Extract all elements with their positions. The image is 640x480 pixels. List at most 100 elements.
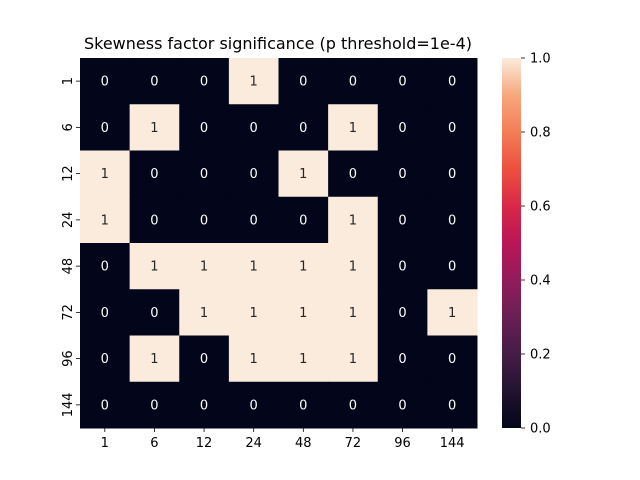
y-tick-label: 24 bbox=[61, 212, 76, 229]
heatmap-cell bbox=[328, 335, 379, 383]
cell-value-label: 0 bbox=[200, 121, 208, 136]
heatmap-cell bbox=[278, 289, 329, 336]
heatmap-cell bbox=[80, 58, 131, 105]
heatmap-cell bbox=[278, 150, 329, 198]
cell-value-label: 0 bbox=[101, 306, 109, 321]
colorbar-tick-label: 0.0 bbox=[530, 422, 551, 437]
cell-value-label: 1 bbox=[250, 306, 258, 321]
cell-value-label: 1 bbox=[299, 167, 307, 182]
colorbar-tick-label: 0.6 bbox=[530, 200, 551, 215]
heatmap-cell bbox=[228, 104, 279, 151]
x-tick-label: 144 bbox=[440, 436, 465, 451]
heatmap-cell bbox=[179, 381, 230, 429]
y-tick-label: 12 bbox=[61, 165, 76, 182]
cell-value-label: 0 bbox=[448, 213, 456, 228]
heatmap-cell bbox=[328, 243, 379, 290]
heatmap-cell bbox=[427, 243, 478, 290]
heatmap-cell bbox=[179, 196, 230, 244]
heatmap-cell bbox=[377, 243, 428, 290]
heatmap-cell bbox=[377, 196, 428, 244]
cell-value-label: 0 bbox=[101, 352, 109, 367]
cell-value-label: 0 bbox=[250, 121, 258, 136]
x-tick-label: 1 bbox=[101, 436, 109, 451]
cell-value-label: 0 bbox=[349, 398, 357, 413]
cell-value-label: 1 bbox=[200, 260, 208, 275]
heatmap-cell bbox=[179, 150, 230, 198]
cell-value-label: 0 bbox=[250, 398, 258, 413]
cell-value-label: 1 bbox=[250, 352, 258, 367]
cell-value-label: 0 bbox=[200, 352, 208, 367]
cell-value-label: 1 bbox=[349, 213, 357, 228]
colorbar-tick-label: 0.4 bbox=[530, 274, 551, 289]
cell-value-label: 0 bbox=[448, 75, 456, 90]
cell-value-label: 1 bbox=[299, 352, 307, 367]
cell-value-label: 1 bbox=[349, 260, 357, 275]
heatmap-cell bbox=[427, 150, 478, 198]
cell-value-label: 0 bbox=[150, 306, 158, 321]
heatmap-cell bbox=[377, 104, 428, 151]
heatmap-cell bbox=[377, 58, 428, 105]
heatmap-cell bbox=[427, 381, 478, 429]
colorbar-tick-label: 0.2 bbox=[530, 348, 551, 363]
cell-value-label: 1 bbox=[448, 306, 456, 321]
heatmap-cell bbox=[427, 58, 478, 105]
cell-value-label: 0 bbox=[448, 121, 456, 136]
y-axis: 1 6 12 24 48 72 96 144 bbox=[61, 77, 80, 417]
heatmap-cell bbox=[427, 335, 478, 383]
cell-value-label: 0 bbox=[101, 121, 109, 136]
cell-value-label: 0 bbox=[299, 121, 307, 136]
heatmap-cell bbox=[278, 243, 329, 290]
y-tick-label: 1 bbox=[61, 77, 76, 85]
heatmap-cell bbox=[179, 104, 230, 151]
cell-value-label: 0 bbox=[398, 398, 406, 413]
cell-value-label: 1 bbox=[250, 260, 258, 275]
heatmap-cell bbox=[129, 104, 180, 151]
cell-value-label: 1 bbox=[299, 260, 307, 275]
heatmap-cell bbox=[228, 58, 279, 105]
x-tick-label: 24 bbox=[245, 436, 262, 451]
cell-value-label: 1 bbox=[349, 352, 357, 367]
cell-value-label: 0 bbox=[448, 167, 456, 182]
cell-value-label: 1 bbox=[349, 121, 357, 136]
cell-value-label: 0 bbox=[299, 75, 307, 90]
cell-value-label: 1 bbox=[150, 260, 158, 275]
cell-value-label: 0 bbox=[398, 121, 406, 136]
cell-value-label: 0 bbox=[101, 260, 109, 275]
colorbar-tick-label: 0.8 bbox=[530, 126, 551, 141]
heatmap-cell bbox=[278, 196, 329, 244]
heatmap-cell bbox=[179, 243, 230, 290]
x-tick-label: 72 bbox=[345, 436, 362, 451]
heatmap-cell bbox=[179, 58, 230, 105]
heatmap-cell bbox=[80, 289, 131, 336]
cell-value-label: 0 bbox=[101, 398, 109, 413]
colorbar-tick-label: 1.0 bbox=[530, 52, 551, 67]
heatmap-cell bbox=[228, 289, 279, 336]
heatmap-cell bbox=[129, 381, 180, 429]
heatmap-cell bbox=[228, 150, 279, 198]
x-tick-label: 12 bbox=[196, 436, 213, 451]
heatmap-cell bbox=[228, 243, 279, 290]
cell-value-label: 0 bbox=[250, 213, 258, 228]
x-tick-label: 96 bbox=[394, 436, 411, 451]
heatmap-cell bbox=[427, 196, 478, 244]
cell-value-label: 0 bbox=[448, 398, 456, 413]
cell-value-label: 1 bbox=[349, 306, 357, 321]
heatmap-cell bbox=[179, 289, 230, 336]
cell-value-label: 0 bbox=[398, 352, 406, 367]
heatmap-cell bbox=[129, 335, 180, 383]
cell-value-label: 0 bbox=[150, 75, 158, 90]
heatmap-cell bbox=[377, 335, 428, 383]
x-axis: 1 6 12 24 48 72 96 144 bbox=[101, 428, 465, 451]
cell-value-label: 0 bbox=[101, 75, 109, 90]
heatmap-cell bbox=[179, 335, 230, 383]
cell-value-label: 1 bbox=[299, 306, 307, 321]
heatmap-cell bbox=[328, 381, 379, 429]
x-tick-label: 48 bbox=[295, 436, 312, 451]
cell-value-label: 0 bbox=[200, 167, 208, 182]
heatmap-cell bbox=[328, 58, 379, 105]
y-tick-label: 144 bbox=[61, 392, 76, 417]
heatmap-cell bbox=[80, 243, 131, 290]
heatmap-cell bbox=[427, 104, 478, 151]
cell-value-label: 0 bbox=[349, 75, 357, 90]
cell-value-label: 0 bbox=[200, 75, 208, 90]
